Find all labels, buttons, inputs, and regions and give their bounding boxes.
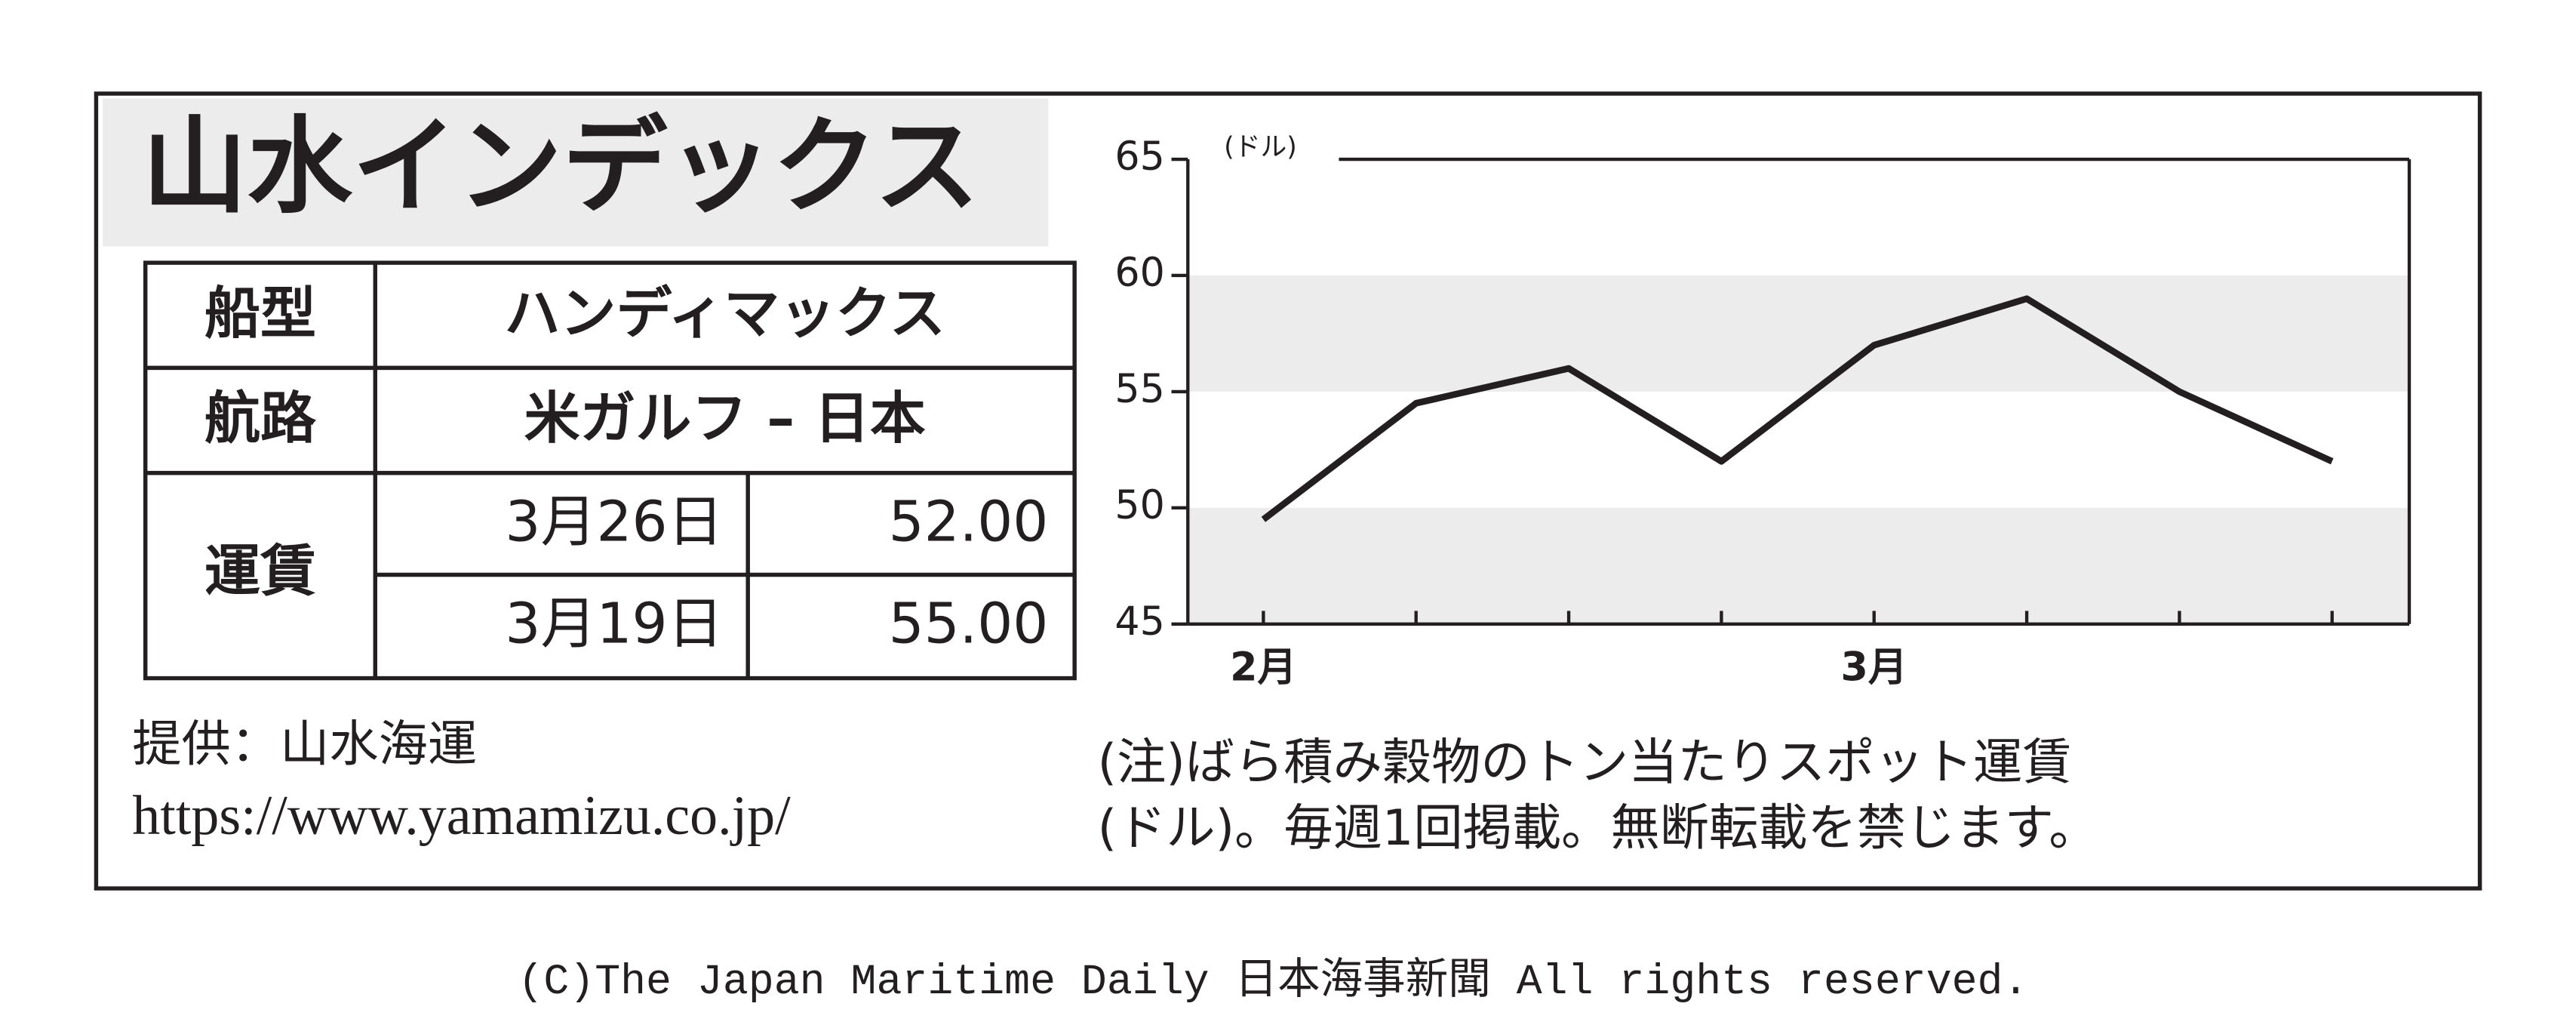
y-tick-label: 60 (1114, 251, 1164, 296)
copyright: (C)The Japan Maritime Daily 日本海事新聞 All r… (518, 956, 2028, 1006)
frame (94, 91, 2482, 891)
cell: 52.00 (889, 490, 1049, 555)
chart: (ドル) 45 50 55 60 65 2月 3月 (1114, 132, 2412, 691)
cell: 3月26日 (505, 490, 723, 555)
cell: 米ガルフ – 日本 (524, 386, 926, 451)
note: (注)ばら積み穀物のトン当たりスポット運賃 (1098, 734, 2072, 791)
note: (ドル)。毎週1回掲載。無断転載を禁じます。 (1098, 799, 2098, 857)
table-border (143, 260, 1077, 681)
band (1188, 275, 2410, 392)
y-tick-label: 45 (1114, 599, 1164, 645)
provider: 提供：山水海運 (132, 716, 477, 773)
cell: ハンディマックス (505, 281, 945, 346)
cell: 航路 (204, 386, 317, 451)
unit-label: (ドル) (1224, 132, 1297, 162)
x-tick-label: 2月 (1230, 645, 1297, 691)
url: https://www.yamamizu.co.jp/ (132, 785, 791, 847)
line (1261, 295, 2334, 522)
y-tick-label: 55 (1114, 367, 1164, 412)
y-tick-label: 65 (1114, 134, 1164, 180)
cell: 3月19日 (505, 592, 723, 657)
cell: 55.00 (889, 592, 1049, 657)
table: 船型 ハンディマックス 航路 米ガルフ – 日本 運賃 3月26日 52.00 … (143, 260, 1077, 681)
title-box (103, 98, 1049, 247)
band (1188, 507, 2410, 624)
x-tick-label: 3月 (1840, 645, 1907, 691)
y-tick-label: 50 (1114, 483, 1164, 528)
cell: 運賃 (204, 539, 316, 604)
cell: 船型 (204, 281, 316, 346)
title: 山水インデックス (142, 106, 979, 228)
